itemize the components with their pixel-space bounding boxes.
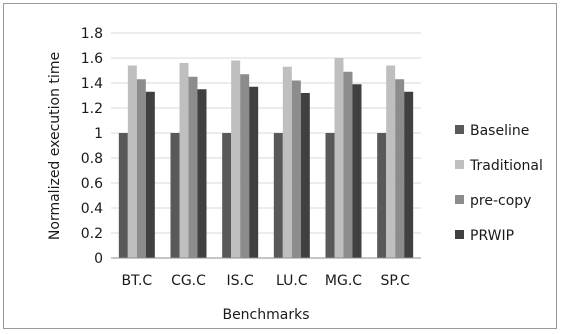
y-tick-label: 0.2 [81, 226, 103, 242]
gridlines [111, 32, 421, 234]
y-tick-label: 0 [94, 251, 103, 267]
y-tick-label: 0.6 [81, 176, 103, 192]
y-tick-label: 1.4 [81, 76, 103, 92]
x-tick-labels: BT.C CG.C IS.C LU.C MG.C SP.C [121, 273, 410, 289]
x-tick-label: IS.C [227, 273, 254, 289]
legend-swatch [455, 125, 464, 134]
y-tick-labels: 0 0.2 0.4 0.6 0.8 1 1.2 1.4 1.6 1.8 [81, 26, 103, 267]
y-tick-label: 0.4 [81, 201, 103, 217]
bar-baseline-is-c [222, 133, 232, 258]
bar-chart: 0 0.2 0.4 0.6 0.8 1 1.2 1.4 1.6 1.8 BT.C CG.C IS.C L… [47, 26, 543, 323]
legend-swatch [455, 160, 464, 169]
bar-traditional-sp-c [386, 65, 396, 258]
bar-pre-copy-bt-c [136, 79, 146, 258]
x-tick-label: CG.C [171, 273, 206, 289]
bar-baseline-bt-c [118, 133, 128, 258]
bars [118, 58, 414, 258]
bar-baseline-mg-c [325, 133, 335, 258]
bar-traditional-mg-c [334, 58, 344, 258]
x-axis-label: Benchmarks [222, 307, 309, 323]
legend-label: pre-copy [470, 193, 531, 209]
bar-pre-copy-cg-c [188, 76, 198, 258]
bar-traditional-lu-c [282, 66, 292, 258]
bar-baseline-lu-c [273, 133, 283, 258]
bar-prwip-lu-c [300, 93, 310, 258]
legend: Baseline Traditional pre-copy PRWIP [455, 123, 543, 244]
legend-label: Baseline [470, 123, 529, 139]
y-tick-label: 1.2 [81, 101, 103, 117]
bar-baseline-sp-c [377, 133, 387, 258]
legend-label: Traditional [469, 158, 543, 174]
legend-label: PRWIP [470, 228, 514, 244]
bar-prwip-bt-c [145, 91, 155, 258]
bar-pre-copy-mg-c [343, 71, 353, 258]
x-tick-label: MG.C [325, 273, 362, 289]
bar-pre-copy-lu-c [291, 80, 301, 258]
bar-prwip-is-c [249, 86, 259, 258]
bar-pre-copy-sp-c [395, 79, 405, 258]
chart-frame: 0 0.2 0.4 0.6 0.8 1 1.2 1.4 1.6 1.8 BT.C CG.C IS.C L… [3, 3, 557, 329]
y-tick-label: 1.8 [81, 26, 103, 42]
x-tick-label: LU.C [276, 273, 308, 289]
y-tick-label: 0.8 [81, 151, 103, 167]
bar-prwip-mg-c [352, 84, 362, 258]
legend-swatch [455, 195, 464, 204]
bar-traditional-bt-c [127, 65, 137, 258]
legend-swatch [455, 230, 464, 239]
bar-prwip-sp-c [404, 91, 414, 258]
y-tick-label: 1.6 [81, 51, 103, 67]
x-tick-label: BT.C [121, 273, 152, 289]
bar-traditional-is-c [231, 60, 241, 258]
y-tick-label: 1 [94, 126, 103, 142]
x-tick-label: SP.C [380, 273, 410, 289]
bar-pre-copy-is-c [240, 74, 250, 258]
y-axis-label: Normalized execution time [47, 52, 63, 240]
bar-prwip-cg-c [197, 89, 207, 258]
bar-baseline-cg-c [170, 133, 180, 258]
bar-traditional-cg-c [179, 63, 189, 258]
